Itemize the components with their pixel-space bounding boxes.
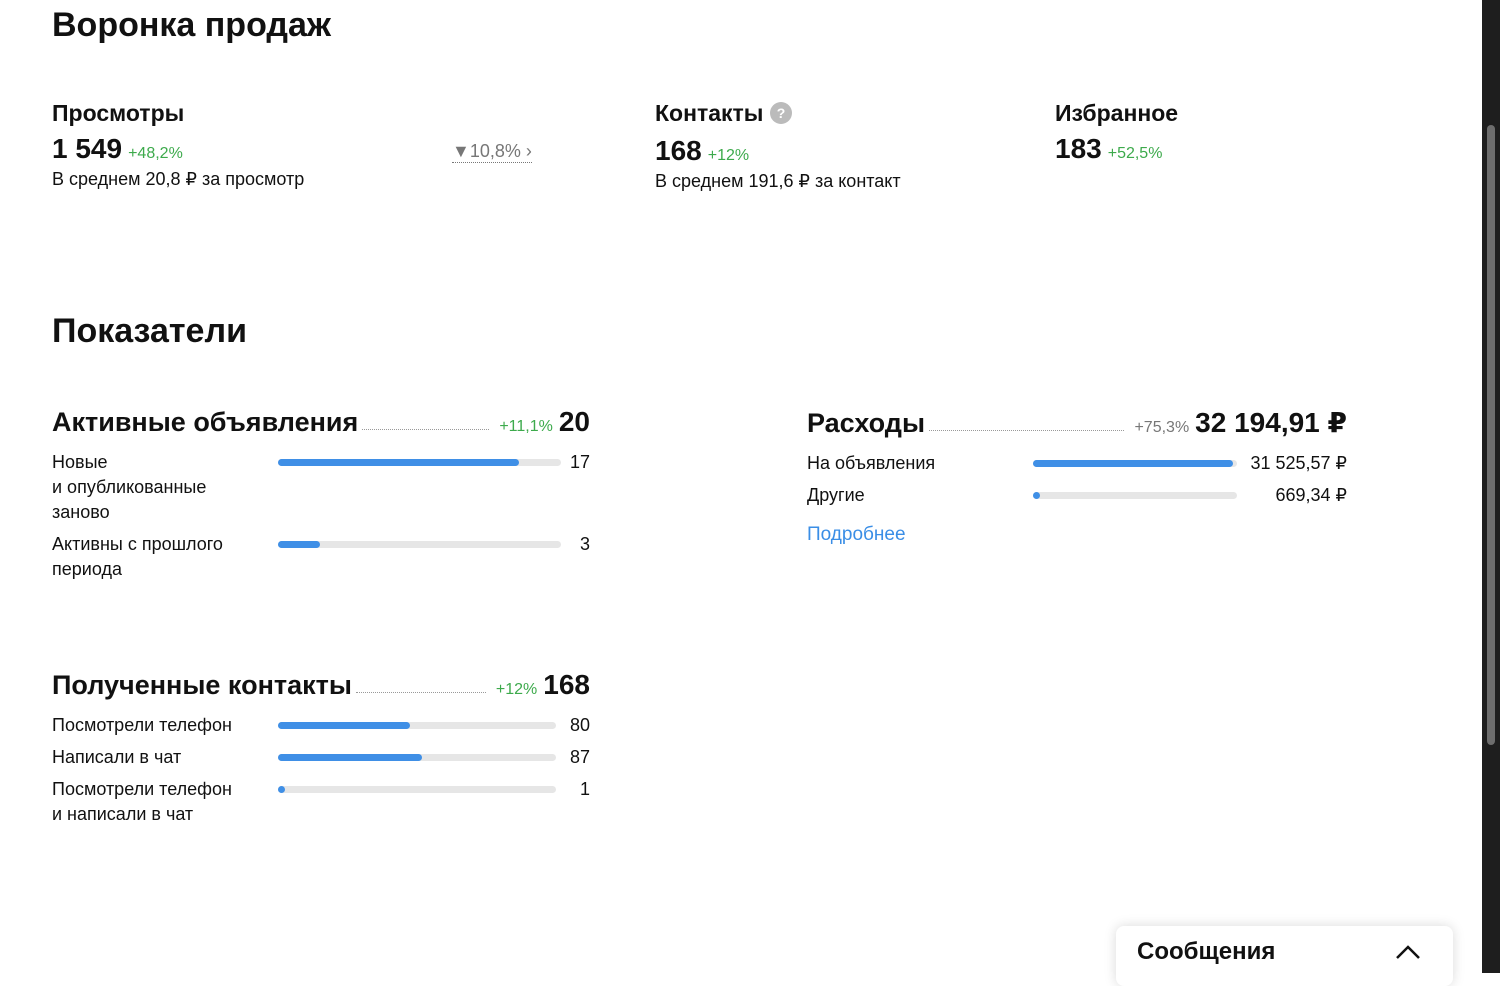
metric-row: Написали в чат 87: [52, 745, 590, 770]
collapse-icon[interactable]: [1395, 944, 1421, 960]
block-title: Расходы: [807, 408, 926, 438]
bar-fill: [278, 754, 422, 761]
title: Контакты: [655, 100, 764, 126]
bar-fill: [278, 541, 321, 548]
bar-track: [278, 459, 561, 466]
change: +48,2%: [128, 145, 183, 162]
row-value: 3: [579, 534, 590, 554]
block-title: Активные объявления: [52, 407, 359, 437]
messages-panel[interactable]: Сообщения: [1116, 926, 1453, 986]
card-value: 168 +12%: [655, 135, 901, 167]
bar-fill: [1033, 492, 1040, 499]
row-value: 80: [569, 715, 590, 735]
scrollbar-thumb[interactable]: [1487, 125, 1495, 745]
card-title: Просмотры: [52, 100, 185, 126]
bar-track: [278, 786, 556, 793]
block-header: Расходы +75,3% 32 194,91 ₽: [807, 406, 1347, 439]
metric-block: Расходы +75,3% 32 194,91 ₽ На объявления 31 …: [807, 406, 1347, 546]
block-header: Полученные контакты +12% 168: [52, 669, 590, 701]
average: В среднем 191,6 ₽ за контакт: [655, 171, 901, 191]
leader: [355, 691, 486, 693]
change: +52,5%: [1107, 145, 1163, 162]
bar-fill: [278, 722, 411, 729]
favorites-card: Избранное 183 +52,5%: [1055, 100, 1178, 165]
row-label: Посмотрели телефон: [52, 715, 232, 735]
bar-track: [1033, 460, 1237, 467]
messages-title: Сообщения: [1137, 938, 1276, 965]
row-label: Новые и опубликованные заново: [52, 452, 207, 522]
help-icon[interactable]: ?: [769, 102, 792, 124]
contacts-card: Контакты ? 168 +12% В среднем 191,6 ₽ за …: [655, 100, 901, 192]
metric-block: Активные объявления +11,1% 20 Новые и опубл…: [52, 406, 590, 582]
more-link[interactable]: Подробнее: [807, 524, 906, 545]
change: +12%: [707, 147, 750, 164]
value: 168: [655, 135, 702, 166]
bar-fill: [278, 786, 285, 793]
row-value: 669,34 ₽: [1275, 485, 1347, 505]
row-label: Посмотрели телефон и написали в чат: [52, 779, 232, 824]
block-header: Активные объявления +11,1% 20: [52, 406, 590, 438]
row-label: Активны с прошлого периода: [52, 534, 223, 579]
bar-track: [1033, 492, 1237, 499]
conversion-link[interactable]: ▼10,8% ›: [452, 141, 532, 163]
card-value: 1 549 +48,2%: [52, 133, 304, 165]
metric-row: На объявления 31 525,57 ₽: [807, 451, 1347, 476]
total: 20: [558, 406, 590, 437]
funnel-title: Воронка продаж: [52, 6, 331, 44]
card-title: Контакты ?: [655, 100, 901, 127]
row-value: 1: [579, 779, 590, 799]
row-label: На объявления: [807, 453, 936, 473]
metric-row: Посмотрели телефон 80: [52, 713, 590, 738]
card-title: Избранное: [1055, 100, 1179, 126]
value: 1 549: [52, 133, 123, 164]
change: +11,1%: [499, 418, 553, 435]
metrics-title: Показатели: [52, 312, 247, 350]
card-value: 183 +52,5%: [1055, 133, 1178, 165]
conversion: 10,8%: [469, 141, 521, 161]
metric-row: Другие 669,34 ₽: [807, 483, 1347, 508]
metric-block: Полученные контакты +12% 168 Посмотрели тел…: [52, 669, 590, 827]
bar-fill: [278, 459, 519, 466]
row-value: 17: [569, 452, 590, 472]
bar-track: [278, 722, 556, 729]
change: +12%: [495, 681, 538, 698]
value: 183: [1055, 133, 1102, 164]
svg-text:?: ?: [777, 105, 786, 121]
metric-row: Новые и опубликованные заново 17: [52, 450, 590, 525]
total: 32 194,91 ₽: [1195, 407, 1347, 438]
row-label: Другие: [807, 485, 865, 505]
average: В среднем 20,8 ₽ за просмотр: [52, 169, 305, 189]
metric-row: Посмотрели телефон и написали в чат 1: [52, 777, 590, 827]
total: 168: [543, 669, 590, 700]
views-card: Просмотры 1 549 +48,2% В среднем 20,8 ₽ з…: [52, 100, 304, 190]
bar-fill: [1033, 460, 1233, 467]
leader: [929, 429, 1125, 431]
bar-track: [278, 754, 556, 761]
row-value: 87: [569, 747, 590, 767]
block-title: Полученные контакты: [52, 670, 352, 700]
leader: [362, 428, 490, 430]
metric-row: Активны с прошлого периода 3: [52, 532, 590, 582]
change: +75,3%: [1134, 419, 1190, 436]
row-value: 31 525,57 ₽: [1250, 453, 1347, 473]
row-label: Написали в чат: [52, 747, 182, 767]
bar-track: [278, 541, 561, 548]
